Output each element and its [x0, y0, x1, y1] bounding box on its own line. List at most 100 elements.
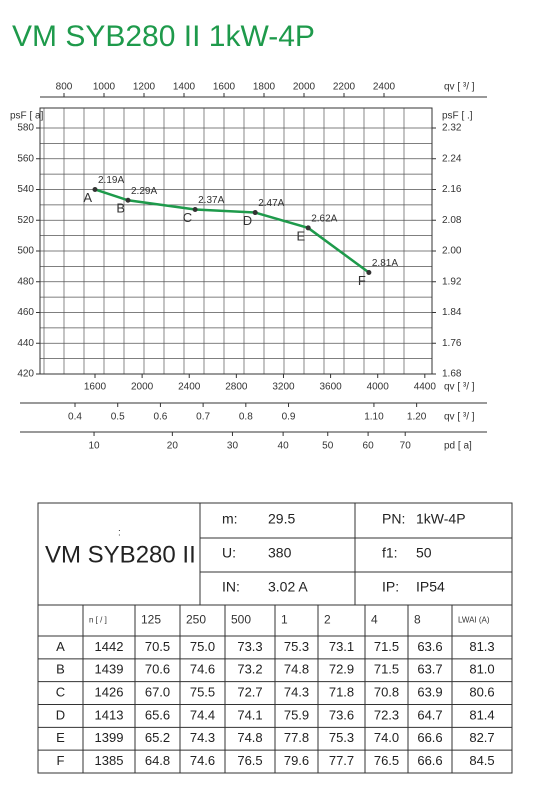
spec-value: 29.5	[268, 511, 295, 527]
y2-tick-label: 1.92	[442, 276, 462, 287]
y2-tick-label: 1.84	[442, 307, 462, 318]
table-cell: 66.6	[417, 730, 442, 745]
table-cell: 74.4	[190, 707, 215, 722]
table-cell: 77.7	[329, 753, 354, 768]
y2-tick-label: 2.32	[442, 123, 462, 134]
axis-tick-label: 1.20	[407, 412, 427, 423]
table-cell: 1426	[95, 685, 124, 700]
y2-axis-label: psF [ .]	[442, 111, 473, 122]
x-tick-label: 2000	[131, 382, 154, 393]
x-tick-label: 2800	[225, 382, 248, 393]
table-cell: 82.7	[469, 730, 494, 745]
table-cell: 73.6	[329, 707, 354, 722]
top-axis-label: qv [ ³/ ]	[444, 82, 475, 93]
curve	[94, 188, 370, 274]
y-tick-label: 480	[17, 276, 34, 287]
point-label: 2.29A	[131, 186, 157, 197]
axis-label: pd [ a]	[444, 441, 472, 452]
point	[366, 270, 372, 276]
top-tick-label: 2000	[293, 82, 316, 93]
y2-tick-label: 2.08	[442, 215, 462, 226]
point	[192, 206, 198, 212]
spec-label: U:	[222, 545, 236, 561]
point-label: 2.37A	[198, 195, 224, 206]
y-tick-label: 500	[17, 246, 34, 257]
y-axis-label: psF [ a]	[10, 111, 44, 122]
table-cell: 72.9	[329, 662, 354, 677]
table-cell: 77.8	[284, 730, 309, 745]
table-cell: 70.5	[145, 639, 170, 654]
y-tick-label: 520	[17, 215, 34, 226]
table-header: 1	[281, 613, 288, 627]
top-tick-label: 800	[56, 82, 73, 93]
y-tick-label: 460	[17, 307, 34, 318]
x-tick-label: 2400	[178, 382, 201, 393]
table-cell: 84.5	[469, 753, 494, 768]
table-cell: 1439	[95, 662, 124, 677]
table-cell: 75.3	[329, 730, 354, 745]
axis-tick-label: 20	[167, 441, 179, 452]
point	[305, 225, 311, 231]
table-cell: 63.9	[417, 685, 442, 700]
top-tick-label: 1000	[93, 82, 116, 93]
table-cell: 73.1	[329, 639, 354, 654]
table-cell: 76.5	[237, 753, 262, 768]
table-header: 125	[141, 613, 161, 627]
top-tick-label: 2400	[373, 82, 396, 93]
table-cell: 81.4	[469, 707, 494, 722]
table-cell: 1413	[95, 707, 124, 722]
table-cell: 63.6	[417, 639, 442, 654]
table-cell: C	[56, 685, 65, 700]
table-cell: 75.0	[190, 639, 215, 654]
spec-label: f1:	[382, 545, 398, 561]
table-cell: 71.5	[374, 662, 399, 677]
point-name: C	[183, 210, 192, 225]
table-header: LWAI (A)	[458, 616, 490, 625]
x-tick-label: 4000	[367, 382, 390, 393]
table-cell: 1399	[95, 730, 124, 745]
table-cell: 72.3	[374, 707, 399, 722]
spec-value: 50	[416, 545, 432, 561]
y2-tick-label: 1.76	[442, 338, 462, 349]
table-cell: 70.6	[145, 662, 170, 677]
page-title: VM SYB280 II 1kW-4P	[12, 20, 315, 53]
point	[92, 186, 98, 192]
table-cell: 66.6	[417, 753, 442, 768]
axis-tick-label: 0.4	[68, 412, 82, 423]
table-cell: 75.5	[190, 685, 215, 700]
table-cell: 72.7	[237, 685, 262, 700]
point-name: E	[297, 228, 306, 243]
y2-tick-label: 1.68	[442, 369, 462, 380]
model-mark: :	[118, 528, 121, 539]
table-header: 250	[186, 613, 206, 627]
table-cell: 65.6	[145, 707, 170, 722]
axis-label: qv [ ³/ ]	[444, 412, 475, 423]
table-cell: 80.6	[469, 685, 494, 700]
x-tick-label: 3200	[272, 382, 295, 393]
table-cell: 1442	[95, 639, 124, 654]
x-tick-label: 4400	[414, 382, 437, 393]
top-tick-label: 2200	[333, 82, 356, 93]
axis-tick-label: 60	[363, 441, 375, 452]
axis-tick-label: 50	[322, 441, 334, 452]
top-tick-label: 1400	[173, 82, 196, 93]
table-cell: 63.7	[417, 662, 442, 677]
y2-tick-label: 2.24	[442, 153, 462, 164]
point-name: B	[116, 201, 125, 216]
point-name: F	[358, 273, 366, 288]
spec-label: IN:	[222, 579, 240, 595]
table-cell: 76.5	[374, 753, 399, 768]
x-axis-label: qv [ ³/ ]	[444, 382, 475, 393]
table-cell: 74.8	[284, 662, 309, 677]
table-header: 2	[324, 613, 331, 627]
table-cell: 64.8	[145, 753, 170, 768]
point-label: 2.19A	[98, 175, 124, 186]
table-cell: 71.8	[329, 685, 354, 700]
y-tick-label: 440	[17, 338, 34, 349]
point-label: 2.62A	[311, 214, 337, 225]
y-tick-label: 580	[17, 123, 34, 134]
x-tick-label: 3600	[319, 382, 342, 393]
table-header: 8	[414, 613, 421, 627]
point-label: 2.81A	[372, 258, 398, 269]
